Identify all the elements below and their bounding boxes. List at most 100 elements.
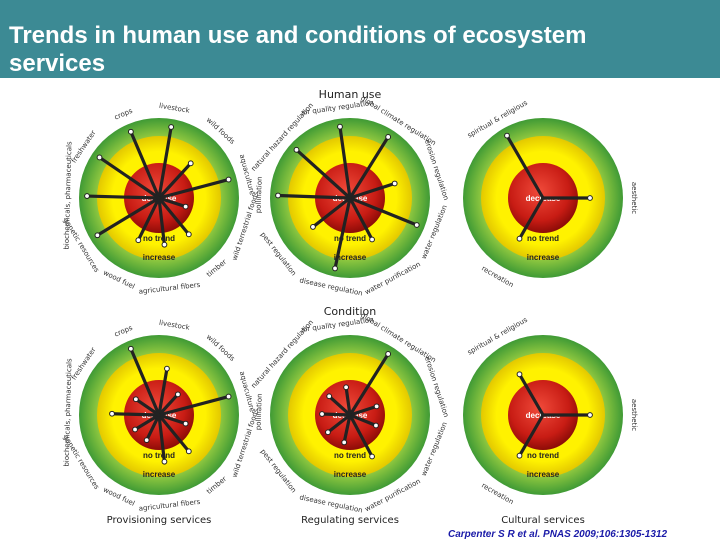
spoke [110,412,161,417]
spoke [97,155,161,200]
spoke [95,196,161,237]
spoke-endpoint [587,412,593,418]
spoke-endpoint [96,154,103,161]
band-label-increase: increase [334,470,367,479]
spoke-endpoint [341,439,348,446]
spoke [157,125,173,200]
spoke-endpoint [325,429,331,436]
band-label-increase: increase [143,470,176,479]
column-title-regulating: Regulating services [301,515,399,526]
spoke-endpoint [225,176,232,183]
spoke-endpoint [135,237,142,244]
service-label: pollination [254,176,263,213]
spoke-endpoint [369,453,375,460]
spoke-endpoint [373,422,379,429]
column-title-provisioning: Provisioning services [107,515,212,526]
service-label: aquaculture [238,153,256,196]
spoke-endpoint [385,134,392,140]
spoke [157,196,167,247]
spoke-endpoint [275,192,281,199]
spoke-endpoint [373,403,380,410]
spoke [348,352,390,417]
spoke [134,397,161,417]
spoke [157,161,193,200]
spoke [348,413,378,428]
spoke-endpoint [132,396,139,403]
spoke [344,385,352,417]
spoke [327,394,352,417]
spoke [157,196,191,236]
spoke [338,125,352,200]
spoke [129,130,161,200]
spoke-endpoint [516,235,523,242]
column-title-cultural: Cultural services [501,515,585,526]
diagram-human-use-provisioning: decreaseno trendincreasecropslivestockwi… [62,102,261,296]
band-label-no-trend: no trend [527,234,559,243]
service-label: agricultural fibers [138,498,201,513]
spoke [311,196,352,229]
spoke [157,367,169,417]
title-bar [0,0,720,78]
spoke-endpoint [343,384,350,391]
service-label: aesthetic [630,399,638,431]
spoke [342,413,352,444]
band-label-no-trend: no trend [334,234,366,243]
spoke-endpoint [293,146,300,153]
spoke [326,413,352,434]
spoke-endpoint [94,232,101,239]
spoke-endpoint [516,452,523,459]
spoke-endpoint [391,180,398,187]
spoke-endpoint [369,236,375,243]
band-label-increase: increase [334,253,367,262]
spoke-endpoint [127,128,134,135]
spoke-endpoint [319,411,325,417]
band-label-increase: increase [527,253,560,262]
service-label: agricultural fibers [138,281,201,296]
diagram-condition-provisioning: decreaseno trendincreasecropslivestockwi… [62,319,261,513]
spoke-endpoint [337,123,343,130]
service-label: aesthetic [630,182,638,214]
spoke [276,193,352,200]
spoke-endpoint [187,160,194,167]
spoke-endpoint [185,231,192,238]
spoke [320,412,352,417]
spoke [157,413,191,453]
spoke-endpoint [84,193,90,199]
spoke [157,177,231,200]
spoke-endpoint [168,124,175,130]
band-label-increase: increase [143,253,176,262]
spoke [348,413,374,459]
spoke [136,196,161,242]
row-title-condition: Condition [324,305,377,318]
spoke [157,392,180,417]
spoke-endpoint [175,391,181,398]
spoke-endpoint [161,241,168,248]
spoke-endpoint [332,265,338,272]
row-title-human-use: Human use [319,88,382,101]
spoke [133,413,161,432]
service-label: livestock [158,319,191,332]
service-label: disease regulation [299,276,364,297]
band-label-no-trend: no trend [143,234,175,243]
service-label: crops [113,324,134,339]
spoke-endpoint [504,132,510,139]
spoke [348,404,379,417]
service-label: livestock [158,102,191,115]
service-label: disease regulation [299,493,364,514]
spoke [85,194,161,200]
spoke [294,148,352,200]
spoke [517,372,545,417]
spoke-endpoint [161,458,168,465]
spoke-endpoint [182,203,189,210]
citation: Carpenter S R et al. PNAS 2009;106:1305-… [448,529,668,540]
spoke-endpoint [326,393,333,400]
spoke [348,135,390,200]
spoke [157,413,167,464]
spoke-endpoint [127,345,134,352]
spoke [517,413,545,458]
spoke-endpoint [225,393,232,400]
